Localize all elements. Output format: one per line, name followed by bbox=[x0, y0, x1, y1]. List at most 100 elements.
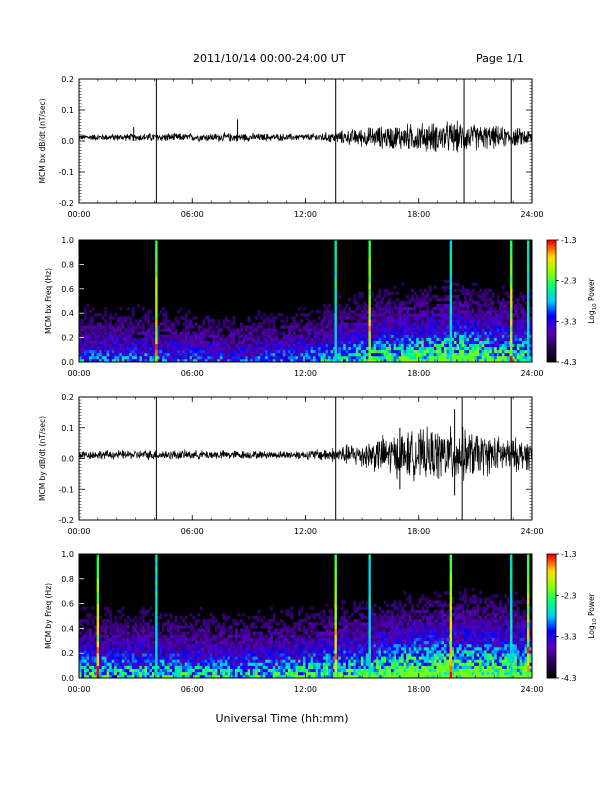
spectrogram-cell bbox=[182, 328, 185, 332]
spectrogram-cell bbox=[184, 313, 188, 317]
spectrogram-cell bbox=[144, 662, 148, 666]
spectrogram-cell bbox=[381, 307, 384, 311]
spectrogram-cell bbox=[318, 352, 321, 357]
spectrogram-cell bbox=[436, 316, 440, 320]
spectrogram-cell bbox=[111, 653, 115, 657]
spectrogram-cell bbox=[403, 313, 407, 317]
spectrogram-cell bbox=[474, 337, 477, 341]
spectrogram-cell bbox=[124, 355, 128, 360]
spectrogram-cell bbox=[348, 297, 352, 302]
spectrogram-cell bbox=[151, 612, 155, 617]
spectrogram-cell bbox=[272, 352, 276, 357]
spectrogram-cell bbox=[453, 331, 457, 335]
spectrogram-cell bbox=[209, 668, 213, 673]
spectrogram-cell bbox=[101, 634, 105, 638]
spectrogram-cell bbox=[466, 319, 470, 323]
spectrogram-cell bbox=[207, 668, 211, 673]
spectrogram-cell bbox=[167, 358, 170, 363]
spectrogram-cell bbox=[446, 297, 450, 302]
spectrogram-cell bbox=[119, 337, 123, 341]
spectrogram-cell bbox=[144, 668, 148, 673]
spectrogram-cell bbox=[466, 346, 470, 351]
spectrogram-cell bbox=[250, 674, 253, 679]
spectrogram-cell bbox=[453, 349, 457, 354]
spectrogram-cell bbox=[124, 349, 128, 354]
spectrogram-cell bbox=[403, 334, 407, 338]
spectrogram-cell bbox=[388, 301, 392, 305]
spectrogram-cell bbox=[360, 355, 364, 360]
spectrogram-cell bbox=[469, 313, 472, 317]
spectrogram-cell bbox=[340, 310, 344, 314]
spectrogram-cell bbox=[476, 349, 480, 354]
spectrogram-cell bbox=[119, 647, 123, 651]
spectrogram-cell bbox=[214, 628, 218, 632]
spectrogram-cell bbox=[270, 340, 274, 344]
spectrogram-cell bbox=[162, 656, 165, 660]
spectrogram-cell bbox=[464, 322, 467, 326]
spectrogram-cell bbox=[222, 640, 226, 645]
spectrogram-cell bbox=[104, 674, 107, 679]
spectrogram-cell bbox=[370, 319, 374, 323]
spectrogram-cell bbox=[199, 355, 203, 360]
spectrogram-cell bbox=[255, 647, 258, 651]
spectrogram-cell bbox=[524, 301, 528, 305]
spectrogram-cell bbox=[101, 656, 105, 660]
y-axis-label: MCM by dB/dt (nT/sec) bbox=[38, 416, 47, 501]
spectrogram-cell bbox=[453, 294, 457, 299]
spectrogram-cell bbox=[479, 304, 482, 308]
spectrogram-cell bbox=[340, 343, 344, 348]
spectrogram-cell bbox=[496, 349, 500, 354]
spectrogram-cell bbox=[411, 328, 415, 332]
spectrogram-cell bbox=[96, 313, 100, 317]
spectrogram-cell bbox=[99, 325, 102, 329]
spectrogram-cell bbox=[222, 628, 226, 632]
spectrogram-cell bbox=[245, 631, 248, 635]
spectrogram-cell bbox=[106, 659, 110, 663]
spectrogram-cell bbox=[386, 291, 389, 296]
spectrogram-cell bbox=[501, 322, 505, 326]
spectrogram-cell bbox=[114, 337, 118, 341]
spectrogram-cell bbox=[86, 662, 90, 666]
spectrogram-cell bbox=[146, 337, 150, 341]
spectrogram-cell bbox=[428, 355, 432, 360]
spectrogram-cell bbox=[199, 334, 203, 338]
spectrogram-cell bbox=[144, 671, 148, 676]
spectrogram-cell bbox=[157, 634, 160, 638]
spectrogram-cell bbox=[151, 331, 155, 335]
spectrogram-cell bbox=[466, 310, 470, 314]
spectrogram-cell bbox=[242, 671, 246, 676]
spectrogram-cell bbox=[81, 665, 85, 669]
spectrogram-cell bbox=[255, 352, 258, 357]
x-axis-label: Universal Time (hh:mm) bbox=[216, 712, 349, 725]
spectrogram-cell bbox=[436, 352, 440, 357]
spectrogram-cell bbox=[247, 647, 251, 651]
spectrogram-cell bbox=[280, 656, 284, 660]
spectrogram-cell bbox=[139, 609, 143, 614]
spectrogram-cell bbox=[285, 340, 289, 344]
broadband-line bbox=[368, 337, 371, 344]
spectrogram-cell bbox=[146, 319, 150, 323]
spectrogram-cell bbox=[235, 653, 238, 657]
spectrogram-cell bbox=[81, 358, 85, 363]
spectrogram-cell bbox=[245, 346, 248, 351]
spectrogram-cell bbox=[104, 307, 107, 311]
spectrogram-cell bbox=[202, 671, 206, 676]
spectrogram-cell bbox=[101, 668, 105, 673]
spectrogram-cell bbox=[86, 304, 90, 308]
spectrogram-cell bbox=[481, 334, 485, 338]
spectrogram-cell bbox=[524, 343, 528, 348]
spectrogram-cell bbox=[99, 343, 102, 348]
spectrogram-cell bbox=[438, 313, 442, 317]
spectrogram-cell bbox=[441, 316, 445, 320]
spectrogram-cell bbox=[91, 634, 95, 638]
spectrogram-cell bbox=[242, 631, 246, 635]
spectrogram-cell bbox=[504, 313, 508, 317]
spectrogram-cell bbox=[126, 337, 130, 341]
spectrogram-cell bbox=[461, 340, 465, 344]
spectrogram-cell bbox=[197, 328, 201, 332]
spectrogram-cell bbox=[224, 346, 228, 351]
spectrogram-cell bbox=[373, 349, 377, 354]
spectrogram-cell bbox=[469, 316, 472, 320]
spectrogram-cell bbox=[134, 647, 138, 651]
spectrogram-cell bbox=[275, 340, 279, 344]
